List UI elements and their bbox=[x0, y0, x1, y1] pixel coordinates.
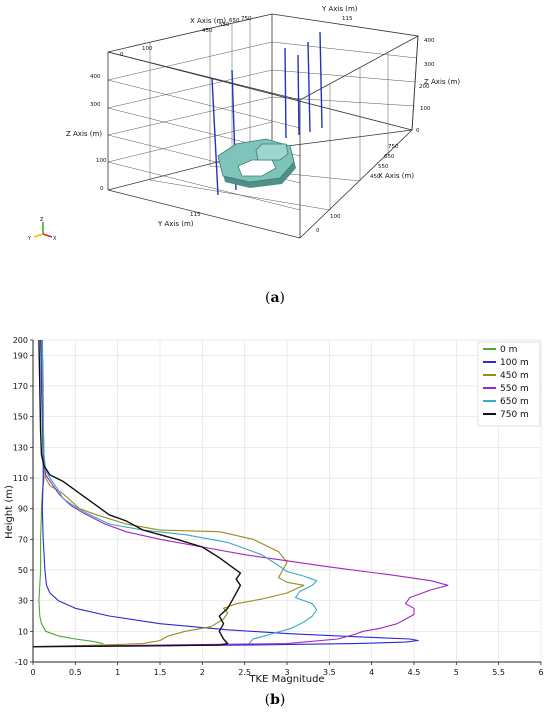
tick-z-left: 300 bbox=[90, 102, 101, 108]
panel-a-3d-view: X Axis (m) Y Axis (m) Z Axis (m) Z Axis … bbox=[0, 0, 550, 290]
y-axis-label: Height (m) bbox=[4, 485, 15, 539]
caption-b-letter: b bbox=[270, 692, 280, 708]
orientation-axes-icon: Z X Y bbox=[27, 217, 57, 242]
y-tick-label: 130 bbox=[13, 443, 28, 452]
x-tick-label: 1 bbox=[115, 668, 120, 677]
caption-a-letter: a bbox=[270, 290, 280, 306]
series-line-2 bbox=[32, 339, 305, 648]
tick-z-right: 400 bbox=[424, 38, 435, 44]
tke-profile-chart: 0 0.5 1 1.5 2 2.5 3 3.5 4 4.5 5 5.5 6 -10 10 30 50 70 90 11… bbox=[4, 336, 544, 685]
y-tick-label: 50 bbox=[18, 566, 28, 575]
scene-3d-figure: X Axis (m) Y Axis (m) Z Axis (m) Z Axis … bbox=[27, 5, 460, 242]
x-axis-label: TKE Magnitude bbox=[248, 674, 324, 685]
tick-z-right: 300 bbox=[424, 62, 435, 68]
legend-label: 750 m bbox=[500, 410, 529, 420]
tick-z-right: 0 bbox=[416, 128, 420, 134]
axis-title-z-left: Z Axis (m) bbox=[66, 130, 102, 138]
x-tick-label: 4.5 bbox=[408, 668, 421, 677]
y-tick-label: 30 bbox=[18, 597, 28, 606]
grid-lines bbox=[107, 20, 418, 211]
tick-y-front: 115 bbox=[190, 212, 201, 218]
tick-x-front: 450 bbox=[370, 174, 381, 180]
building-model bbox=[217, 138, 296, 188]
tick-z-left: 0 bbox=[100, 186, 104, 192]
legend-label: 0 m bbox=[500, 345, 517, 355]
x-tick-label: 6 bbox=[538, 668, 543, 677]
tick-x-top: 750 bbox=[241, 16, 252, 22]
tick-z-left: 100 bbox=[96, 158, 107, 164]
chart-series bbox=[32, 339, 449, 648]
y-tick-label: 10 bbox=[18, 627, 28, 636]
axis-title-y-top: Y Axis (m) bbox=[321, 5, 358, 13]
x-tick-label: 0 bbox=[30, 668, 35, 677]
bounding-box bbox=[107, 13, 419, 239]
axis-title-y-front: Y Axis (m) bbox=[157, 220, 194, 228]
chart-legend: 0 m 100 m 450 m 550 m 650 m 750 m bbox=[477, 341, 541, 427]
tick-z-right: 100 bbox=[420, 106, 431, 112]
tick-top-left: 0 bbox=[120, 52, 124, 58]
svg-text:Y: Y bbox=[27, 236, 32, 242]
axis-title-x-front: X Axis (m) bbox=[378, 172, 414, 180]
legend-label: 650 m bbox=[500, 397, 529, 407]
x-tick-label: 3 bbox=[284, 668, 289, 677]
tick-z-right: 200 bbox=[419, 84, 430, 90]
tick-right-front: 100 bbox=[330, 214, 341, 220]
y-tick-label: 190 bbox=[13, 351, 28, 360]
y-tick-label: 150 bbox=[13, 413, 28, 422]
tick-x-top: 650 bbox=[229, 18, 240, 24]
x-tick-label: 2.5 bbox=[238, 668, 251, 677]
x-tick-label: 4 bbox=[369, 668, 374, 677]
legend-label: 100 m bbox=[500, 358, 529, 368]
legend-label: 450 m bbox=[500, 371, 529, 381]
y-tick-label: -10 bbox=[15, 658, 28, 667]
x-tick-label: 3.5 bbox=[323, 668, 336, 677]
tick-x-top: 450 bbox=[202, 28, 213, 34]
x-tick-label: 2 bbox=[200, 668, 205, 677]
x-tick-label: 1.5 bbox=[154, 668, 167, 677]
y-tick-label: 200 bbox=[13, 336, 28, 345]
axis-title-x-top: X Axis (m) bbox=[190, 17, 226, 25]
series-line-3 bbox=[32, 339, 449, 648]
tick-y-top: 115 bbox=[342, 16, 353, 22]
panel-b-chart: 0 0.5 1 1.5 2 2.5 3 3.5 4 4.5 5 5.5 6 -10 10 30 50 70 90 11… bbox=[0, 322, 550, 694]
tick-x-front: 750 bbox=[388, 144, 399, 150]
series-line-5 bbox=[32, 339, 242, 648]
x-tick-label: 5.5 bbox=[492, 668, 505, 677]
chart-axes: 0 0.5 1 1.5 2 2.5 3 3.5 4 4.5 5 5.5 6 -10 10 30 50 70 90 11… bbox=[13, 336, 544, 677]
y-tick-label: 70 bbox=[18, 535, 28, 544]
tick-x-front: 650 bbox=[384, 154, 395, 160]
tick-x-top: 550 bbox=[219, 22, 230, 28]
tick-z-left: 400 bbox=[90, 74, 101, 80]
chart-grid bbox=[32, 339, 542, 663]
legend-label: 550 m bbox=[500, 384, 529, 394]
series-line-4 bbox=[41, 339, 318, 644]
svg-text:X: X bbox=[53, 236, 57, 242]
axis-title-z-right: Z Axis (m) bbox=[424, 78, 460, 86]
tick-right-front: 0 bbox=[316, 228, 320, 234]
y-tick-label: 170 bbox=[13, 382, 28, 391]
caption-b: (b) bbox=[264, 692, 286, 708]
legend-box bbox=[477, 341, 541, 427]
caption-a: (a) bbox=[264, 290, 285, 306]
tick-x-front: 550 bbox=[378, 164, 389, 170]
x-tick-label: 0.5 bbox=[69, 668, 82, 677]
y-tick-label: 90 bbox=[18, 505, 28, 514]
svg-text:Z: Z bbox=[40, 217, 44, 223]
tick-top-left: 100 bbox=[142, 46, 153, 52]
series-line-0 bbox=[38, 340, 104, 645]
x-tick-label: 5 bbox=[454, 668, 459, 677]
y-tick-label: 110 bbox=[13, 474, 28, 483]
series-line-1 bbox=[32, 339, 419, 648]
